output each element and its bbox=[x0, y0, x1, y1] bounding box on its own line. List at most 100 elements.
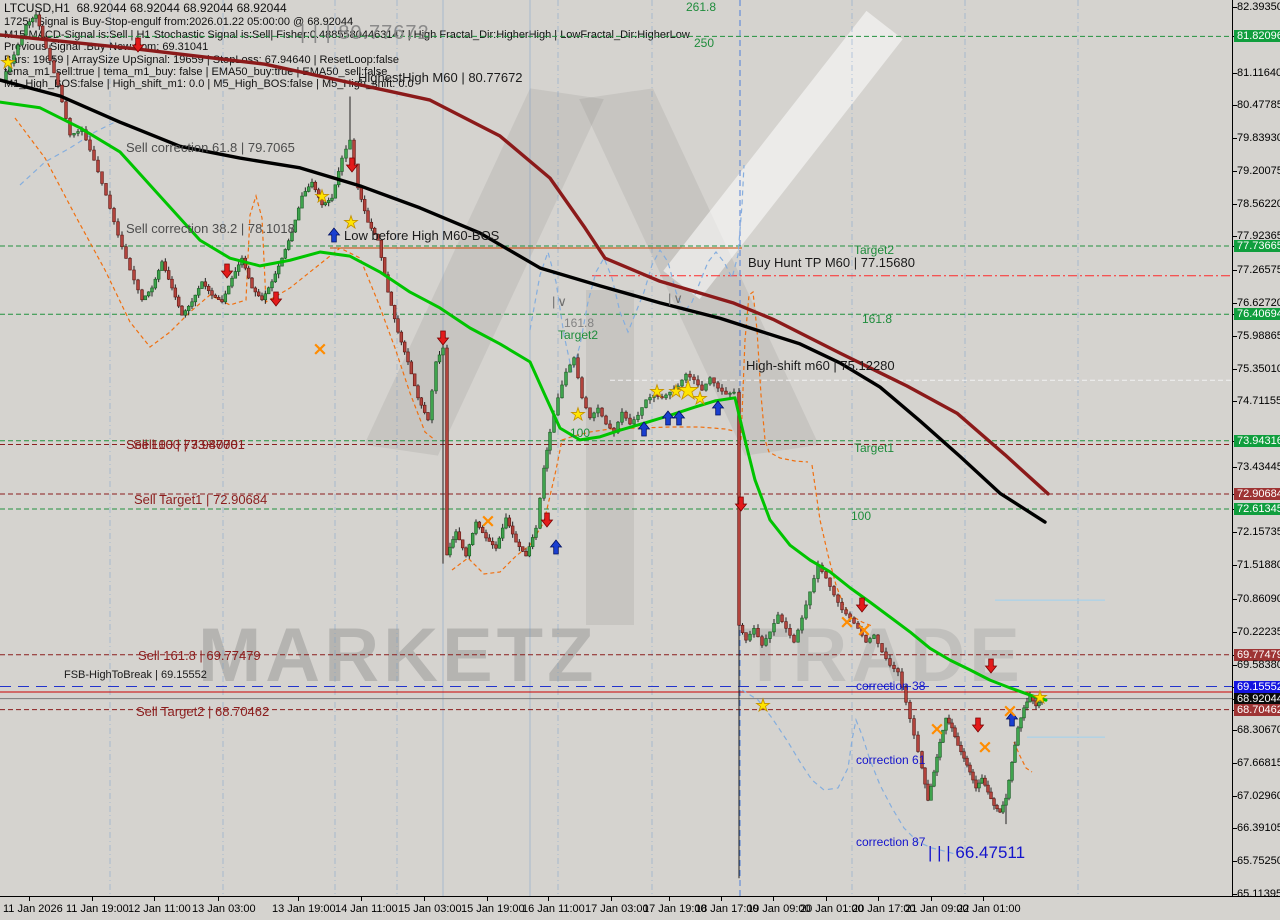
candle-body bbox=[344, 148, 348, 159]
x-mark-icon: × bbox=[856, 619, 872, 641]
stop-trail-orange bbox=[1013, 741, 1033, 773]
candle-body bbox=[728, 392, 732, 395]
candle-body bbox=[514, 533, 518, 543]
time-axis[interactable]: 11 Jan 2026 11 Jan 19:00 12 Jan 11:00 13 Ja… bbox=[0, 896, 1280, 920]
time-tick bbox=[298, 897, 299, 901]
candle-body bbox=[856, 622, 860, 629]
chart-annotation: Target2 bbox=[558, 328, 599, 342]
chart-annotation: HighestHigh M60 | 80.77672 bbox=[358, 70, 523, 85]
candle-body bbox=[389, 291, 394, 306]
price-tick bbox=[1233, 335, 1237, 337]
price-axis-label: 71.51880 bbox=[1237, 559, 1280, 572]
time-axis-label: 15 Jan 19:00 bbox=[461, 903, 525, 915]
candle-body bbox=[947, 717, 951, 724]
candle-body bbox=[556, 397, 560, 416]
candle-body bbox=[20, 34, 24, 46]
price-tick bbox=[1233, 105, 1237, 107]
candle-body bbox=[454, 531, 458, 540]
candle-body bbox=[48, 47, 52, 61]
candle-body bbox=[112, 208, 116, 223]
chart-annotation: correction 61 bbox=[856, 753, 926, 767]
candle-body bbox=[995, 805, 999, 810]
candle-body bbox=[1037, 701, 1041, 707]
candle-body bbox=[12, 54, 16, 64]
candle-body bbox=[608, 423, 612, 429]
price-tick bbox=[1233, 828, 1237, 830]
time-axis-label: 13 Jan 19:00 bbox=[272, 903, 336, 915]
chart-annotation: 250 bbox=[694, 36, 715, 50]
candle-body bbox=[316, 189, 321, 198]
candle-body bbox=[764, 638, 768, 646]
candle-body bbox=[379, 239, 384, 258]
candle-body bbox=[672, 388, 676, 393]
candle-body bbox=[744, 632, 748, 641]
candle-body bbox=[170, 278, 174, 289]
candle-body bbox=[692, 376, 696, 381]
candle-body bbox=[290, 231, 294, 242]
symbol-title: LTCUSD,H1 68.92044 68.92044 68.92044 68.… bbox=[4, 2, 690, 14]
time-axis-label: 11 Jan 19:00 bbox=[66, 903, 129, 915]
price-tick bbox=[1233, 138, 1237, 140]
candle-body bbox=[283, 249, 288, 259]
candle-body bbox=[100, 171, 104, 184]
price-axis-label: 79.20075 bbox=[1237, 164, 1280, 177]
candle-body bbox=[1025, 701, 1029, 709]
candle-body bbox=[362, 199, 367, 212]
candle-body bbox=[52, 60, 56, 74]
candle-body bbox=[333, 184, 338, 199]
time-tick bbox=[983, 897, 984, 901]
candle-body bbox=[250, 277, 254, 289]
candle-body bbox=[24, 24, 28, 36]
candle-body bbox=[348, 139, 352, 150]
candle-body bbox=[220, 299, 224, 303]
price-tick bbox=[1233, 302, 1237, 304]
candle-body bbox=[230, 277, 234, 287]
chart-annotation: |∨ bbox=[552, 294, 569, 309]
candle-body bbox=[416, 385, 420, 399]
price-axis-label: 68.30670 bbox=[1237, 724, 1280, 737]
candle-body bbox=[716, 382, 720, 389]
chart-annotation: 100 bbox=[570, 426, 591, 440]
candle-body bbox=[844, 609, 848, 615]
candle-body bbox=[632, 419, 636, 425]
price-axis-label: 67.66815 bbox=[1237, 756, 1280, 769]
chart-annotation: Target1 bbox=[854, 441, 895, 455]
candle-body bbox=[989, 791, 993, 800]
candle-body bbox=[441, 347, 445, 356]
candle-body bbox=[92, 149, 96, 161]
candle-body bbox=[576, 357, 580, 379]
price-tick bbox=[1233, 532, 1237, 534]
candle-body bbox=[784, 621, 788, 629]
time-tick bbox=[669, 897, 670, 901]
chart-plot-area[interactable]: ★★★★ ★ ★★ ★★★××× ×××× bbox=[0, 0, 1232, 896]
candle-body bbox=[303, 191, 308, 197]
candle-body bbox=[534, 527, 538, 538]
candle-body bbox=[712, 377, 716, 384]
candle-body bbox=[1022, 707, 1026, 719]
candle-body bbox=[772, 623, 776, 633]
candle-body bbox=[900, 671, 904, 688]
chart-annotation: correction 38 bbox=[856, 679, 926, 693]
annotations-layer: | | | 80.77672 HighestHigh M60 | 80.77672… bbox=[64, 0, 1025, 862]
price-axis-label: 65.75250 bbox=[1237, 855, 1280, 868]
candle-body bbox=[986, 784, 990, 793]
candle-body bbox=[430, 390, 434, 421]
candle-body bbox=[804, 604, 808, 619]
candle-body bbox=[748, 633, 752, 641]
candle-body bbox=[206, 285, 211, 292]
price-tick bbox=[1233, 730, 1237, 732]
candle-body bbox=[340, 157, 344, 172]
candle-body bbox=[477, 521, 482, 528]
candle-body bbox=[326, 200, 331, 203]
candle-body bbox=[560, 384, 564, 399]
candle-body bbox=[186, 305, 191, 312]
price-axis[interactable]: 82.39350 81.82096 81.11640 80.47785 79.83930… bbox=[1232, 0, 1280, 900]
candle-body bbox=[872, 634, 876, 639]
info-line-bos: M1_High_BOS:false | High_shift_m1: 0.0 |… bbox=[4, 78, 414, 91]
candle-body bbox=[273, 273, 278, 283]
candle-body bbox=[210, 290, 214, 296]
candle-body bbox=[720, 387, 724, 392]
time-tick bbox=[611, 897, 612, 901]
price-axis-label-highlighted: 72.90684 bbox=[1234, 487, 1280, 500]
